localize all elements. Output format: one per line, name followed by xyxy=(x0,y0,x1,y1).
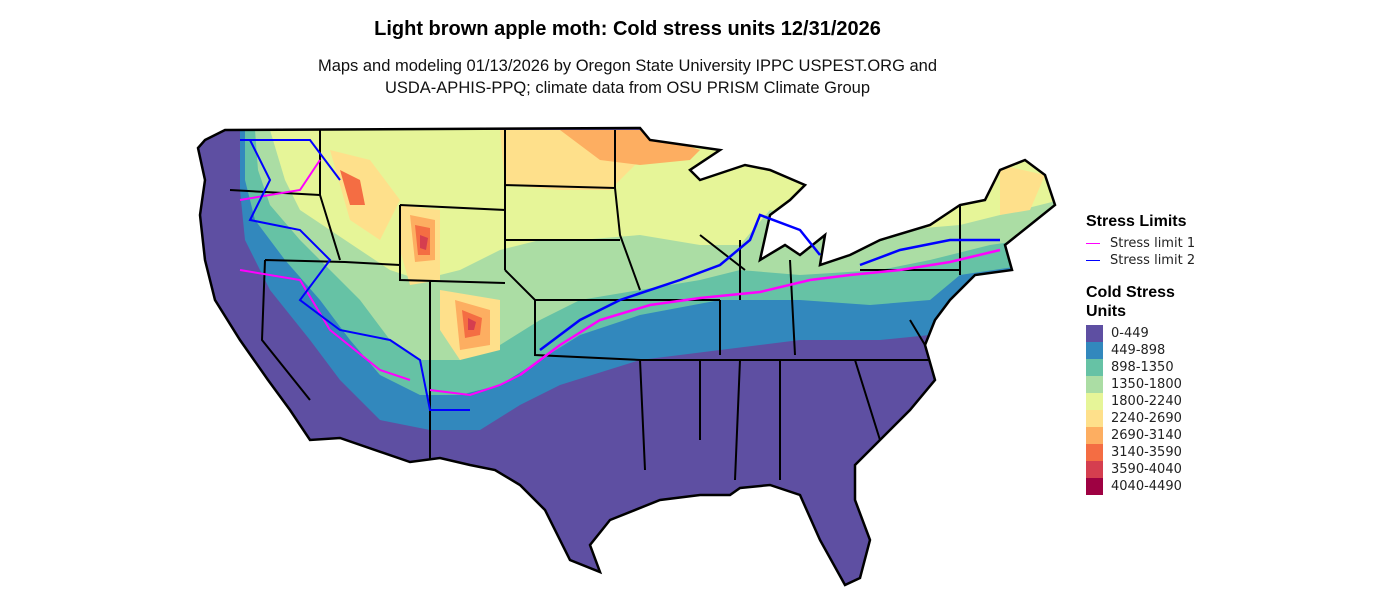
color-swatch xyxy=(1086,461,1103,478)
legend-label: 4040-4490 xyxy=(1111,479,1182,494)
legend-label: 1800-2240 xyxy=(1111,394,1182,409)
stress-limit-2-line-west xyxy=(240,139,470,411)
zone-3590-4040 xyxy=(420,235,476,330)
legend-label: 2690-3140 xyxy=(1111,428,1182,443)
state-borders xyxy=(196,126,1057,587)
units-title-line-2: Units xyxy=(1086,303,1126,320)
color-swatch xyxy=(1086,393,1103,410)
legend-stress-item: Stress limit 1 xyxy=(1086,235,1195,252)
legend-unit-item: 3590-4040 xyxy=(1086,461,1195,478)
legend-label: 898-1350 xyxy=(1111,360,1174,375)
legend-label: Stress limit 2 xyxy=(1110,253,1196,268)
stress-limit-1-line xyxy=(519,248,1001,376)
map-subtitle: Maps and modeling 01/13/2026 by Oregon S… xyxy=(0,55,1255,99)
legend-unit-item: 4040-4490 xyxy=(1086,478,1195,495)
legend-label: 1350-1800 xyxy=(1111,377,1182,392)
color-swatch xyxy=(1086,359,1103,376)
legend-unit-item: 1800-2240 xyxy=(1086,393,1195,410)
stress-limit-1-line-west xyxy=(239,159,521,397)
legend-stress-title: Stress Limits xyxy=(1086,213,1187,230)
legend-unit-item: 2240-2690 xyxy=(1086,410,1195,427)
subtitle-line-2: USDA-APHIS-PPQ; climate data from OSU PR… xyxy=(384,79,871,97)
legend-unit-item: 1350-1800 xyxy=(1086,376,1195,393)
legend-label: 2240-2690 xyxy=(1111,411,1182,426)
color-swatch xyxy=(1086,325,1103,342)
map-title: Light brown apple moth: Cold stress unit… xyxy=(374,18,881,40)
legend-units-title: Cold Stress Units xyxy=(1086,283,1195,321)
color-swatch xyxy=(1086,427,1103,444)
color-swatch xyxy=(1086,410,1103,427)
legend-label: Stress limit 1 xyxy=(1110,236,1196,251)
legend-label: 449-898 xyxy=(1111,343,1166,358)
subtitle-line-1: Maps and modeling 01/13/2026 by Oregon S… xyxy=(317,57,938,75)
line-swatch-icon xyxy=(1086,242,1100,245)
legend-unit-item: 0-449 xyxy=(1086,325,1195,342)
zone-3140-3590 xyxy=(340,170,482,338)
legend-label: 0-449 xyxy=(1111,326,1149,341)
line-swatch-icon xyxy=(1086,259,1100,262)
legend-stress-item: Stress limit 2 xyxy=(1086,252,1195,269)
zone-2690-3140 xyxy=(410,130,700,350)
legend: Stress Limits Stress limit 1 Stress limit… xyxy=(1086,212,1195,495)
legend-unit-item: 449-898 xyxy=(1086,342,1195,359)
color-swatch xyxy=(1086,376,1103,393)
color-swatch xyxy=(1086,342,1103,359)
color-swatch xyxy=(1086,478,1103,495)
legend-unit-item: 2690-3140 xyxy=(1086,427,1195,444)
legend-unit-item: 3140-3590 xyxy=(1086,444,1195,461)
legend-unit-item: 898-1350 xyxy=(1086,359,1195,376)
color-swatch xyxy=(1086,444,1103,461)
legend-label: 3140-3590 xyxy=(1111,445,1182,460)
legend-label: 3590-4040 xyxy=(1111,462,1182,477)
stress-limit-2-line xyxy=(539,213,1000,351)
units-title-line-1: Cold Stress xyxy=(1086,284,1175,301)
